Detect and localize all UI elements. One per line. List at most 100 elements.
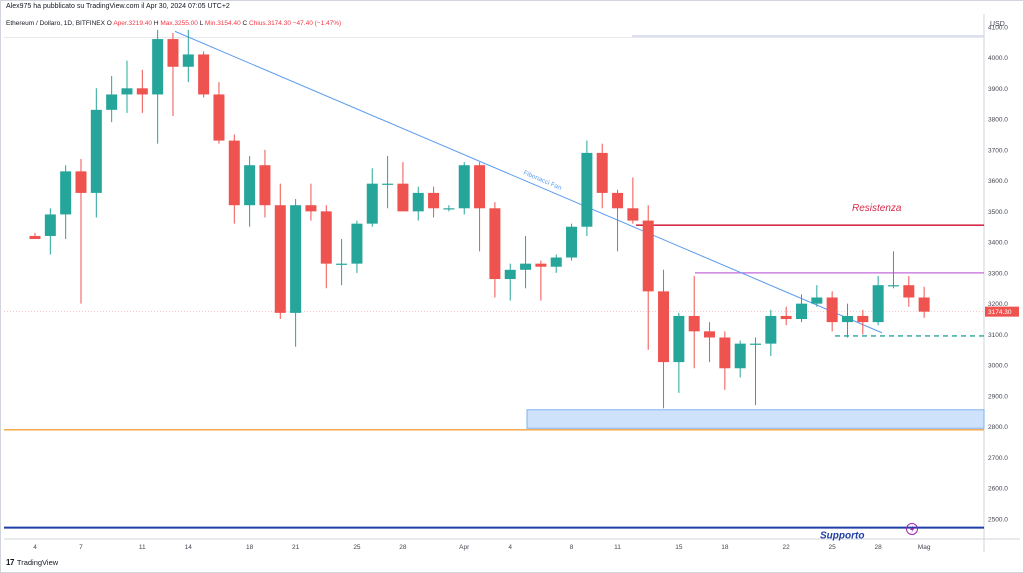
candle-body xyxy=(44,214,56,236)
lightning-icon xyxy=(906,523,918,535)
candle-body xyxy=(75,171,87,193)
tradingview-logo-icon: 17 xyxy=(6,558,14,567)
candle-body xyxy=(719,337,731,369)
x-tick-label: 15 xyxy=(675,544,683,551)
y-tick-label: 4000.0 xyxy=(988,55,1008,62)
y-tick-label: 3500.0 xyxy=(988,209,1008,216)
open-label: O xyxy=(106,20,112,27)
support-label: Supporto xyxy=(820,531,864,542)
y-tick-label: 2600.0 xyxy=(988,486,1008,493)
candle-body xyxy=(136,88,148,95)
candle-body xyxy=(106,94,118,110)
x-tick-label: 28 xyxy=(399,544,407,551)
candle-body xyxy=(704,331,716,338)
candle-body xyxy=(382,183,394,185)
candle-body xyxy=(918,297,930,312)
candle-body xyxy=(60,171,72,215)
candle-body xyxy=(474,165,486,209)
candle-body xyxy=(443,208,455,210)
candle-body xyxy=(535,263,547,267)
change-value: −47.40 (−1.47%) xyxy=(292,20,342,27)
candle-body xyxy=(412,192,424,212)
candle-body xyxy=(366,183,378,224)
candle-body xyxy=(504,269,516,280)
x-tick-label: 25 xyxy=(353,544,361,551)
x-tick-label: 4 xyxy=(508,544,512,551)
candle-body xyxy=(29,235,41,240)
x-tick-label: 7 xyxy=(79,544,83,551)
currency-label: USD xyxy=(990,21,1005,28)
candle-body xyxy=(182,54,194,67)
low-value: Min.3154.40 xyxy=(204,20,241,27)
candle-body xyxy=(274,205,286,313)
candle-body xyxy=(489,208,501,280)
candle-body xyxy=(627,208,639,221)
x-tick-label: 28 xyxy=(875,544,883,551)
x-tick-label: 25 xyxy=(829,544,837,551)
resistance-label: Resistenza xyxy=(852,203,902,214)
y-tick-label: 3300.0 xyxy=(988,270,1008,277)
candle-body xyxy=(121,88,133,95)
candle-body xyxy=(903,285,915,298)
y-tick-label: 2700.0 xyxy=(988,455,1008,462)
lightning-glyph xyxy=(910,525,915,534)
candle-body xyxy=(872,285,884,323)
candle-body xyxy=(305,205,317,212)
candle-body xyxy=(765,315,777,344)
candle-body xyxy=(566,226,578,258)
candle-body xyxy=(612,192,624,209)
y-tick-label: 3700.0 xyxy=(988,147,1008,154)
x-tick-label: 11 xyxy=(614,544,621,551)
x-tick-label: 4 xyxy=(33,544,37,551)
candle-body xyxy=(750,343,762,345)
publish-info: Alex975 ha pubblicato su TradingView.com… xyxy=(6,3,230,10)
candle-body xyxy=(152,39,164,95)
candle-body xyxy=(351,223,363,264)
candle-body xyxy=(228,140,240,206)
symbol-name[interactable]: Ethereum / Dollaro, 1D, BITFINEX xyxy=(6,20,105,27)
candle-body xyxy=(244,165,256,206)
brand-footer[interactable]: 17 TradingView xyxy=(6,558,58,567)
y-tick-label: 2900.0 xyxy=(988,393,1008,400)
x-tick-label: 8 xyxy=(570,544,574,551)
candle-body xyxy=(259,165,271,206)
last-price-badge xyxy=(985,306,1019,317)
high-value: Max.3255.00 xyxy=(160,20,198,27)
candle-body xyxy=(673,315,685,363)
x-tick-label: 22 xyxy=(783,544,791,551)
x-tick-label: 11 xyxy=(139,544,146,551)
candle-body xyxy=(811,297,823,304)
candle-body xyxy=(642,220,654,292)
candle-body xyxy=(581,152,593,227)
x-tick-label: 18 xyxy=(721,544,729,551)
y-tick-label: 3200.0 xyxy=(988,301,1008,308)
y-tick-label: 3100.0 xyxy=(988,332,1008,339)
candle-body xyxy=(780,315,792,320)
support-zone xyxy=(526,409,985,429)
candle-body xyxy=(796,303,807,320)
brand-name: TradingView xyxy=(16,558,59,567)
candle-body xyxy=(397,183,409,212)
last-price-text: 3174.30 xyxy=(988,309,1012,316)
candle-body xyxy=(688,315,700,332)
candle-body xyxy=(857,315,869,323)
candle-body xyxy=(826,297,838,323)
x-tick-label: 14 xyxy=(185,544,193,551)
x-tick-label: 18 xyxy=(246,544,254,551)
y-tick-label: 2800.0 xyxy=(988,424,1008,431)
fibonacci-fan-line xyxy=(174,30,883,334)
candle-body xyxy=(841,315,853,323)
y-tick-label: 3600.0 xyxy=(988,178,1008,185)
candle-body xyxy=(658,291,670,363)
y-tick-label: 3900.0 xyxy=(988,86,1008,93)
candle-body xyxy=(320,211,332,264)
y-tick-label: 3400.0 xyxy=(988,240,1008,247)
candle-body xyxy=(734,343,746,369)
candle-body xyxy=(550,257,562,267)
close-label: C xyxy=(242,20,248,27)
candle-body xyxy=(198,54,210,95)
open-value: Aper.3219.40 xyxy=(113,20,152,27)
high-label: H xyxy=(153,20,159,27)
x-tick-label: Mag xyxy=(918,544,931,551)
